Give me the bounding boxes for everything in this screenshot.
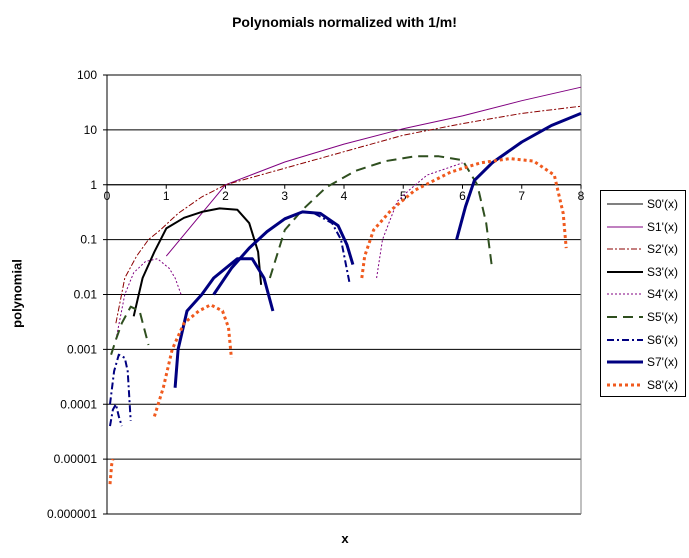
series-line-6: [109, 403, 123, 427]
y-tick-label: 0.0001: [60, 397, 97, 411]
legend-label: S1'(x): [647, 219, 678, 234]
x-axis-label: x: [341, 531, 349, 546]
legend-item: S5'(x): [601, 306, 687, 328]
series-line-1: [165, 86, 582, 257]
legend-swatch: [607, 316, 643, 318]
legend-item: S0'(x): [601, 193, 687, 215]
series-line-6: [109, 353, 132, 421]
legend-swatch: [607, 226, 643, 228]
y-tick-label: 0.1: [80, 233, 97, 247]
y-tick-label: 1: [90, 178, 97, 192]
legend-item: S1'(x): [601, 216, 687, 238]
legend-swatch: [607, 270, 643, 273]
x-tick-label: 3: [281, 189, 288, 203]
series-line-2: [115, 105, 582, 324]
legend-label: S6'(x): [647, 332, 678, 347]
x-tick-label: 6: [459, 189, 466, 203]
series-line-5: [268, 155, 494, 279]
series-line-5: [110, 305, 150, 356]
legend-swatch: [607, 293, 643, 295]
series-line-6: [313, 212, 351, 285]
series-line-8: [152, 303, 233, 417]
legend-item: S3'(x): [601, 261, 687, 283]
series-line-4: [115, 258, 182, 340]
x-tick-label: 7: [518, 189, 525, 203]
legend-label: S2'(x): [647, 242, 678, 257]
legend-item: S8'(x): [601, 374, 687, 396]
y-tick-label: 0.001: [67, 342, 97, 356]
series-line-7: [173, 257, 275, 388]
x-tick-label: 4: [341, 189, 348, 203]
legend-swatch: [607, 383, 643, 387]
legend-item: S4'(x): [601, 283, 687, 305]
legend: S0'(x) S1'(x) S2'(x) S3'(x) S4'(x) S5'(x) S6'(…: [600, 190, 686, 397]
legend-swatch: [607, 338, 643, 341]
legend-label: S7'(x): [647, 355, 678, 370]
series-line-3: [132, 207, 263, 317]
x-tick-label: 0: [104, 189, 111, 203]
x-tick-label: 8: [578, 189, 585, 203]
y-tick-label: 10: [84, 123, 98, 137]
y-tick-label: 0.000001: [47, 507, 97, 521]
y-tick-label: 0.00001: [54, 452, 98, 466]
legend-label: S4'(x): [647, 287, 678, 302]
series-line-7: [212, 210, 355, 296]
series-line-8: [108, 458, 115, 485]
chart-title: Polynomials normalized with 1/m!: [232, 14, 457, 30]
x-tick-label: 1: [163, 189, 170, 203]
legend-swatch: [607, 360, 643, 364]
legend-item: S2'(x): [601, 238, 687, 260]
legend-label: S8'(x): [647, 377, 678, 392]
legend-swatch: [607, 248, 643, 250]
series-line-8: [360, 157, 568, 279]
y-tick-label: 0.01: [74, 288, 98, 302]
x-tick-label: 2: [222, 189, 229, 203]
y-tick-label: 100: [77, 68, 97, 82]
series-line-7: [455, 112, 582, 240]
series-line-4: [376, 162, 463, 279]
legend-label: S5'(x): [647, 310, 678, 324]
legend-item: S6'(x): [601, 329, 687, 351]
legend-label: S0'(x): [647, 197, 678, 211]
legend-item: S7'(x): [601, 351, 687, 373]
legend-label: S3'(x): [647, 264, 678, 279]
legend-swatch: [607, 203, 643, 205]
